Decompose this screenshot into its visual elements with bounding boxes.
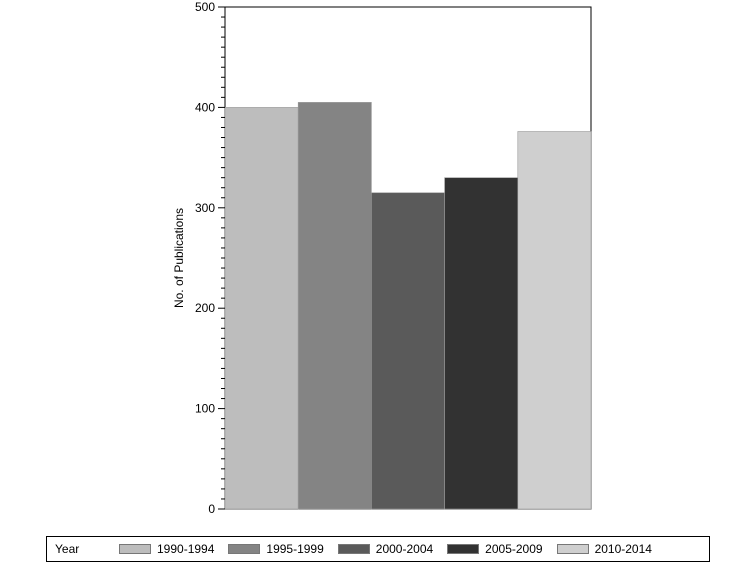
bar-2000-2004 xyxy=(371,192,445,510)
y-tick-label: 200 xyxy=(195,301,215,315)
legend-item-1990-1994: 1990-1994 xyxy=(119,542,214,556)
y-tick-label: 100 xyxy=(195,402,215,416)
legend: Year 1990-1994 1995-1999 2000-2004 2005-200… xyxy=(46,536,710,562)
bar-1995-1999 xyxy=(297,102,372,510)
legend-label: 2005-2009 xyxy=(485,542,543,556)
legend-swatch xyxy=(228,544,261,554)
legend-item-2005-2009: 2005-2009 xyxy=(447,542,543,556)
y-axis: 0 100 200 300 400 500 xyxy=(195,0,225,516)
y-axis-label: No. of Publications xyxy=(172,208,186,308)
legend-swatch xyxy=(119,544,151,554)
legend-label: 1995-1999 xyxy=(266,542,324,556)
legend-label: 1990-1994 xyxy=(157,542,215,556)
y-tick-label: 400 xyxy=(195,100,215,114)
y-tick-label: 500 xyxy=(195,0,215,14)
legend-swatch xyxy=(447,544,480,554)
bar-2005-2009 xyxy=(444,177,519,510)
bar-2010-2014 xyxy=(517,131,592,510)
y-tick-label: 0 xyxy=(208,502,215,516)
legend-item-2000-2004: 2000-2004 xyxy=(337,542,434,556)
legend-items: 1990-1994 1995-1999 2000-2004 2005-2009 2010… xyxy=(105,542,652,556)
bar-1990-1994 xyxy=(224,107,299,510)
legend-item-2010-2014: 2010-2014 xyxy=(556,542,652,556)
y-tick-label: 300 xyxy=(195,201,215,215)
legend-title: Year xyxy=(55,542,80,556)
legend-label: 2000-2004 xyxy=(375,542,434,556)
legend-label: 2010-2014 xyxy=(594,542,652,556)
legend-item-1995-1999: 1995-1999 xyxy=(228,542,324,556)
legend-swatch xyxy=(556,544,589,554)
bars-group xyxy=(224,102,592,510)
legend-swatch xyxy=(337,544,370,554)
